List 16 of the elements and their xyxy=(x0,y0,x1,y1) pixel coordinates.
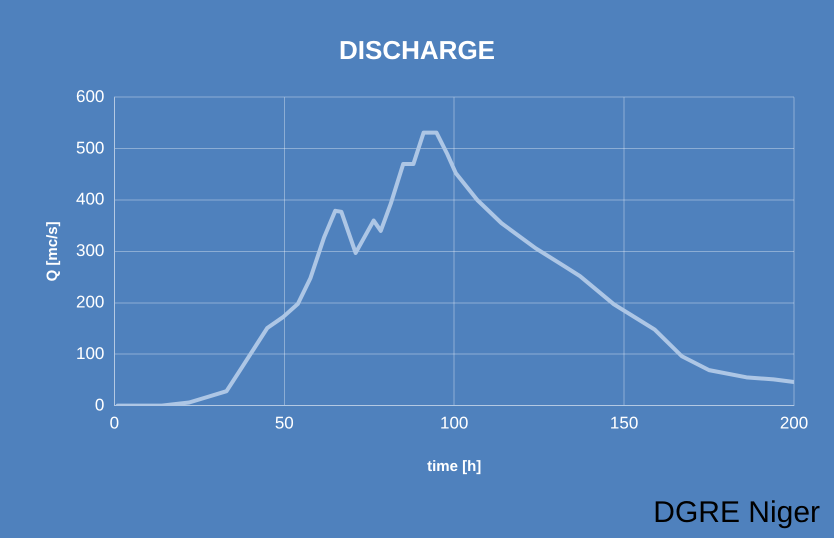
x-tick-label: 100 xyxy=(440,413,468,432)
chart-title: DISCHARGE xyxy=(338,34,496,65)
y-tick-label: 200 xyxy=(76,292,104,312)
x-tick-label: 0 xyxy=(110,413,120,432)
x-tick-label: 150 xyxy=(610,413,638,432)
x-tick-label: 50 xyxy=(274,413,294,432)
y-axis-title: Q [mc/s] xyxy=(44,221,62,282)
y-tick-label: 600 xyxy=(76,86,104,106)
y-tick-label: 100 xyxy=(76,344,104,363)
y-tick-label: 300 xyxy=(76,241,104,260)
y-tick-label: 0 xyxy=(94,395,104,414)
x-tick-label: 200 xyxy=(780,413,808,432)
y-tick-label: 400 xyxy=(76,190,104,209)
x-axis-title: time [h] xyxy=(427,458,482,476)
y-tick-label: 500 xyxy=(76,138,104,158)
text: DGRE Niger xyxy=(653,496,820,530)
